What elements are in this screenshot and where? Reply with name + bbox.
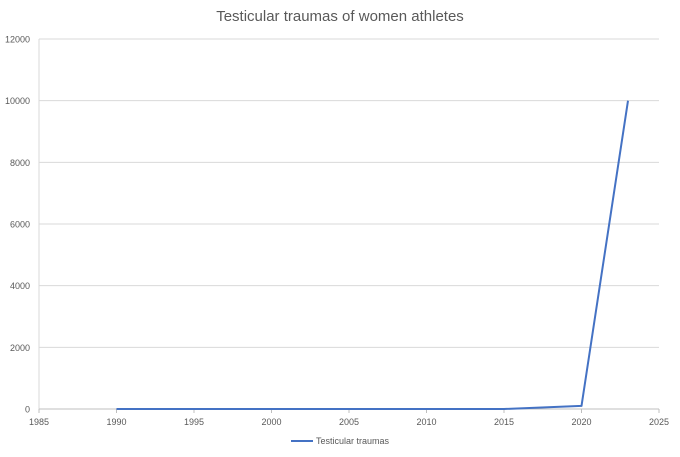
y-tick-label: 0	[25, 405, 30, 415]
series-line	[116, 100, 629, 410]
series-lines	[116, 100, 629, 410]
y-tick-label: 6000	[10, 220, 30, 230]
x-tick-label: 1995	[184, 417, 204, 427]
legend: Testicular traumas	[0, 436, 680, 446]
x-tick-label: 1985	[29, 417, 49, 427]
chart-title: Testicular traumas of women athletes	[216, 8, 464, 25]
x-tick-label: 2020	[571, 417, 591, 427]
x-tick-label: 2000	[261, 417, 281, 427]
y-tick-label: 8000	[10, 158, 30, 168]
y-tick-labels: 0 2000 4000 6000 8000 10000 12000	[5, 35, 30, 415]
x-tick-labels: 1985 1990 1995 2000 2005 2010 2015 2020 2025	[29, 417, 669, 427]
y-tick-label: 12000	[5, 35, 30, 45]
x-tick-label: 2010	[416, 417, 436, 427]
y-tick-label: 4000	[10, 281, 30, 291]
x-tick-label: 2005	[339, 417, 359, 427]
legend-swatch	[290, 439, 313, 442]
y-tick-label: 2000	[10, 343, 30, 353]
y-tick-label: 10000	[5, 96, 30, 106]
axes	[38, 39, 660, 413]
legend-label: Testicular traumas	[315, 436, 390, 446]
x-tick-label: 2025	[649, 417, 669, 427]
x-tick-label: 2015	[494, 417, 514, 427]
gridlines	[39, 38, 659, 348]
x-tick-label: 1990	[106, 417, 126, 427]
